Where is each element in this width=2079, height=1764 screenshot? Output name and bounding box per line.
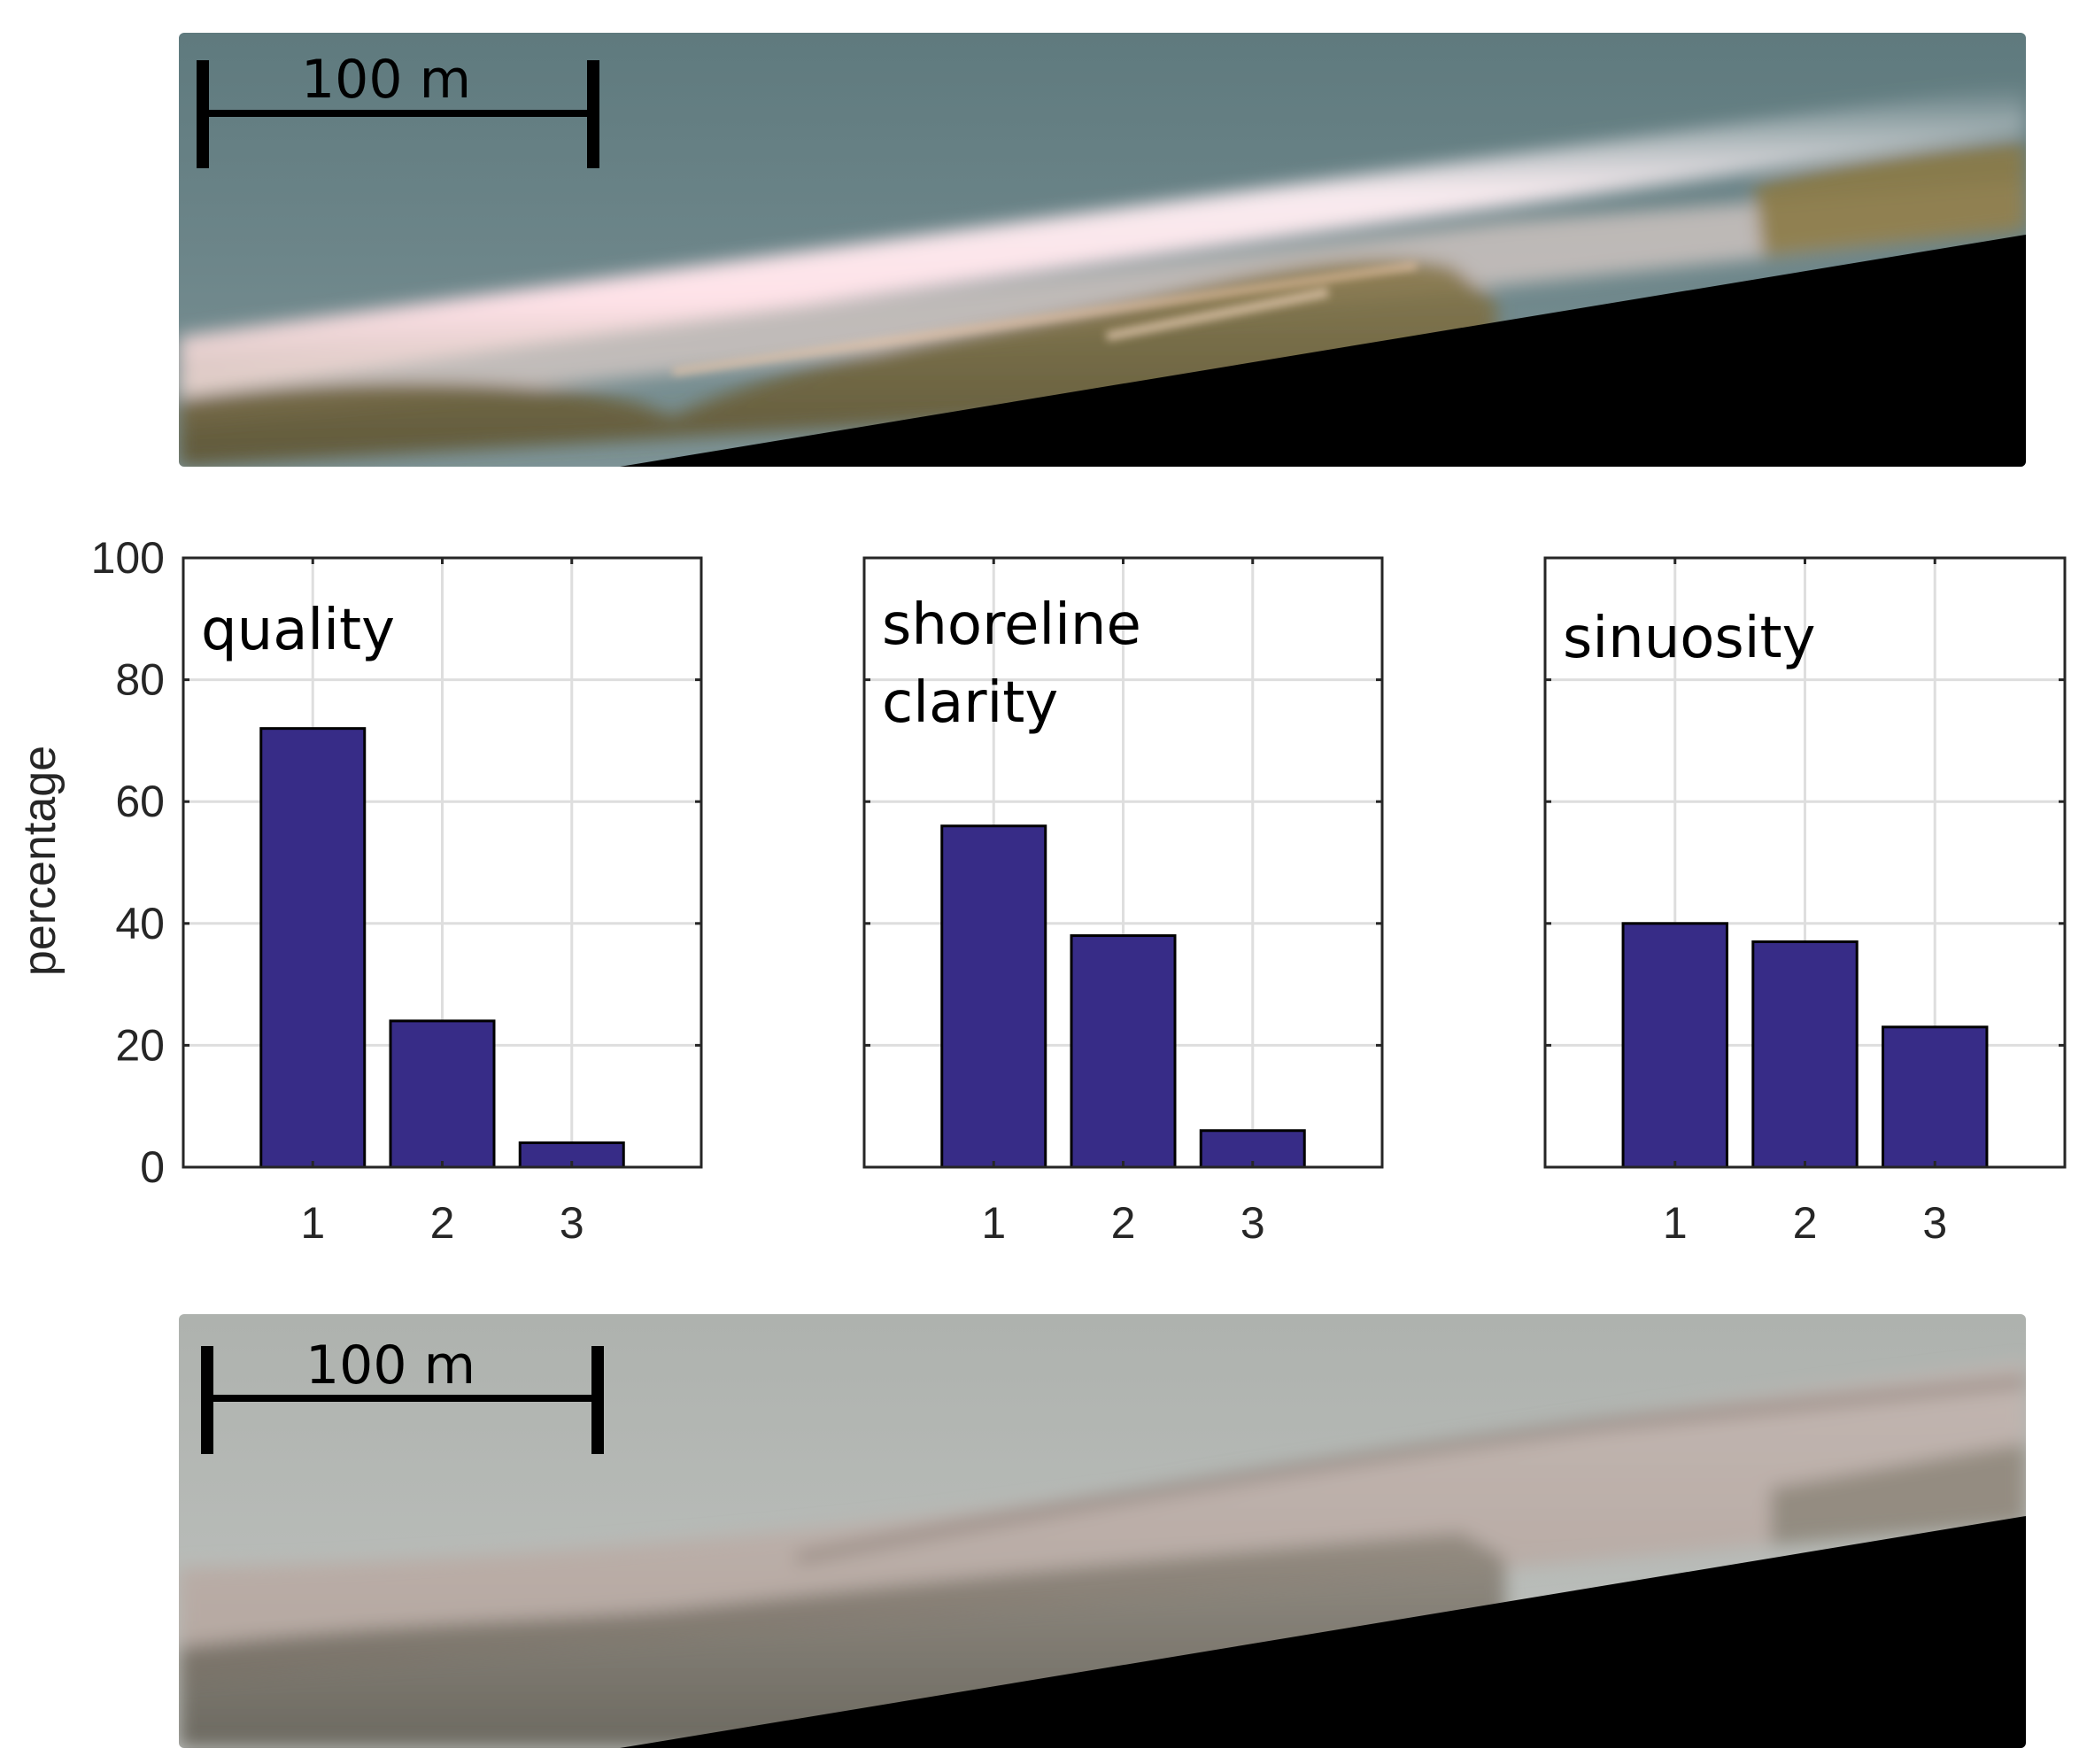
panel-title: sinuosity xyxy=(1563,606,1816,671)
panel-title: shoreline clarity xyxy=(882,592,1141,736)
x-tick-label: 1 xyxy=(981,1198,1006,1248)
bar-2 xyxy=(389,1019,496,1169)
y-tick-label: 40 xyxy=(115,899,165,948)
y-tick-label: 80 xyxy=(115,655,165,705)
bar-1 xyxy=(259,727,367,1169)
x-tick-label: 3 xyxy=(1922,1198,1947,1248)
bottom-scale-bar-label: 100 m xyxy=(305,1335,475,1396)
x-tick-label: 3 xyxy=(560,1198,584,1248)
y-axis-label: percentage xyxy=(14,746,66,976)
y-tick-labels: 0 20 40 60 80 100 xyxy=(91,533,165,1192)
y-tick-label: 60 xyxy=(115,777,165,826)
panel-title: quality xyxy=(201,598,395,663)
top-beach-photo xyxy=(179,33,2026,467)
bar-2 xyxy=(1070,934,1177,1169)
bar-1 xyxy=(1621,922,1728,1169)
x-tick-label: 3 xyxy=(1240,1198,1265,1248)
top-scale-bar-label: 100 m xyxy=(301,49,471,111)
x-tick-label: 2 xyxy=(1111,1198,1136,1248)
bottom-beach-photo xyxy=(179,1314,2026,1748)
panel-sinuosity: 1 2 3 sinuosity xyxy=(1543,556,2067,1248)
panel-shoreline-clarity: 1 2 3 shoreline clarity xyxy=(862,556,1384,1248)
x-tick-label: 1 xyxy=(300,1198,325,1248)
y-tick-label: 20 xyxy=(115,1020,165,1070)
bar-3 xyxy=(1882,1025,1989,1169)
x-tick-label: 2 xyxy=(1793,1198,1818,1248)
panel-quality: 1 2 3 quality xyxy=(182,556,703,1248)
bar-2 xyxy=(1751,940,1859,1169)
y-tick-label: 100 xyxy=(91,533,165,583)
bar-1 xyxy=(940,824,1047,1169)
x-tick-label: 2 xyxy=(430,1198,455,1248)
y-tick-label: 0 xyxy=(140,1142,165,1192)
bottom-scale-bar: 100 m xyxy=(201,1335,604,1454)
x-tick-label: 1 xyxy=(1663,1198,1688,1248)
top-scale-bar: 100 m xyxy=(197,49,599,168)
